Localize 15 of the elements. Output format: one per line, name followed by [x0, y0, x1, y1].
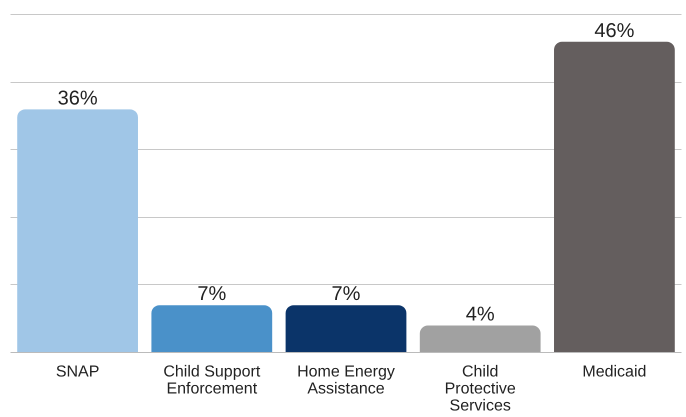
bar: [286, 305, 406, 352]
x-tick-label: Child Support Enforcement: [163, 364, 261, 398]
x-tick-label: SNAP: [56, 364, 100, 380]
data-label: 36%: [58, 87, 98, 110]
x-tick-label: Child Protective Services: [444, 364, 516, 414]
data-label: 46%: [594, 20, 635, 42]
bar: [420, 325, 541, 352]
bar: [17, 109, 138, 352]
data-label: 7%: [197, 283, 226, 306]
bar: [554, 42, 675, 352]
x-tick-label: Medicaid: [582, 364, 646, 380]
data-label: 7%: [332, 283, 361, 306]
bar: [151, 305, 272, 352]
x-tick-label: Home Energy Assistance: [297, 364, 395, 398]
data-label: 4%: [466, 303, 495, 326]
